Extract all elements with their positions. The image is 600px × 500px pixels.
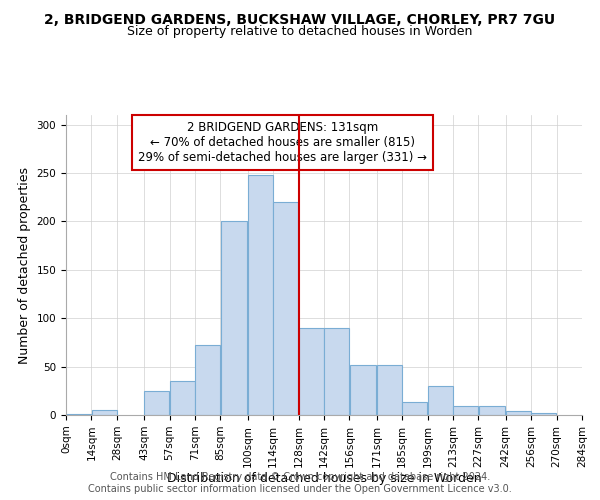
Bar [403, 402, 427, 415]
Bar [170, 381, 195, 415]
Text: Size of property relative to detached houses in Worden: Size of property relative to detached ho… [127, 25, 473, 38]
Bar [324, 328, 349, 415]
Bar [350, 364, 376, 415]
Bar [248, 175, 273, 415]
Text: Contains public sector information licensed under the Open Government Licence v3: Contains public sector information licen… [88, 484, 512, 494]
Bar [299, 328, 324, 415]
Bar [195, 346, 220, 415]
Bar [506, 411, 531, 415]
Bar [221, 222, 247, 415]
Bar [145, 391, 169, 415]
Text: 2, BRIDGEND GARDENS, BUCKSHAW VILLAGE, CHORLEY, PR7 7GU: 2, BRIDGEND GARDENS, BUCKSHAW VILLAGE, C… [44, 12, 556, 26]
Bar [377, 364, 402, 415]
Y-axis label: Number of detached properties: Number of detached properties [18, 166, 31, 364]
X-axis label: Distribution of detached houses by size in Worden: Distribution of detached houses by size … [167, 472, 481, 486]
Bar [532, 413, 556, 415]
Text: 2 BRIDGEND GARDENS: 131sqm
← 70% of detached houses are smaller (815)
29% of sem: 2 BRIDGEND GARDENS: 131sqm ← 70% of deta… [138, 121, 427, 164]
Bar [428, 386, 453, 415]
Bar [274, 202, 298, 415]
Text: Contains HM Land Registry data © Crown copyright and database right 2024.: Contains HM Land Registry data © Crown c… [110, 472, 490, 482]
Bar [66, 414, 91, 415]
Bar [479, 406, 505, 415]
Bar [92, 410, 116, 415]
Bar [453, 406, 478, 415]
